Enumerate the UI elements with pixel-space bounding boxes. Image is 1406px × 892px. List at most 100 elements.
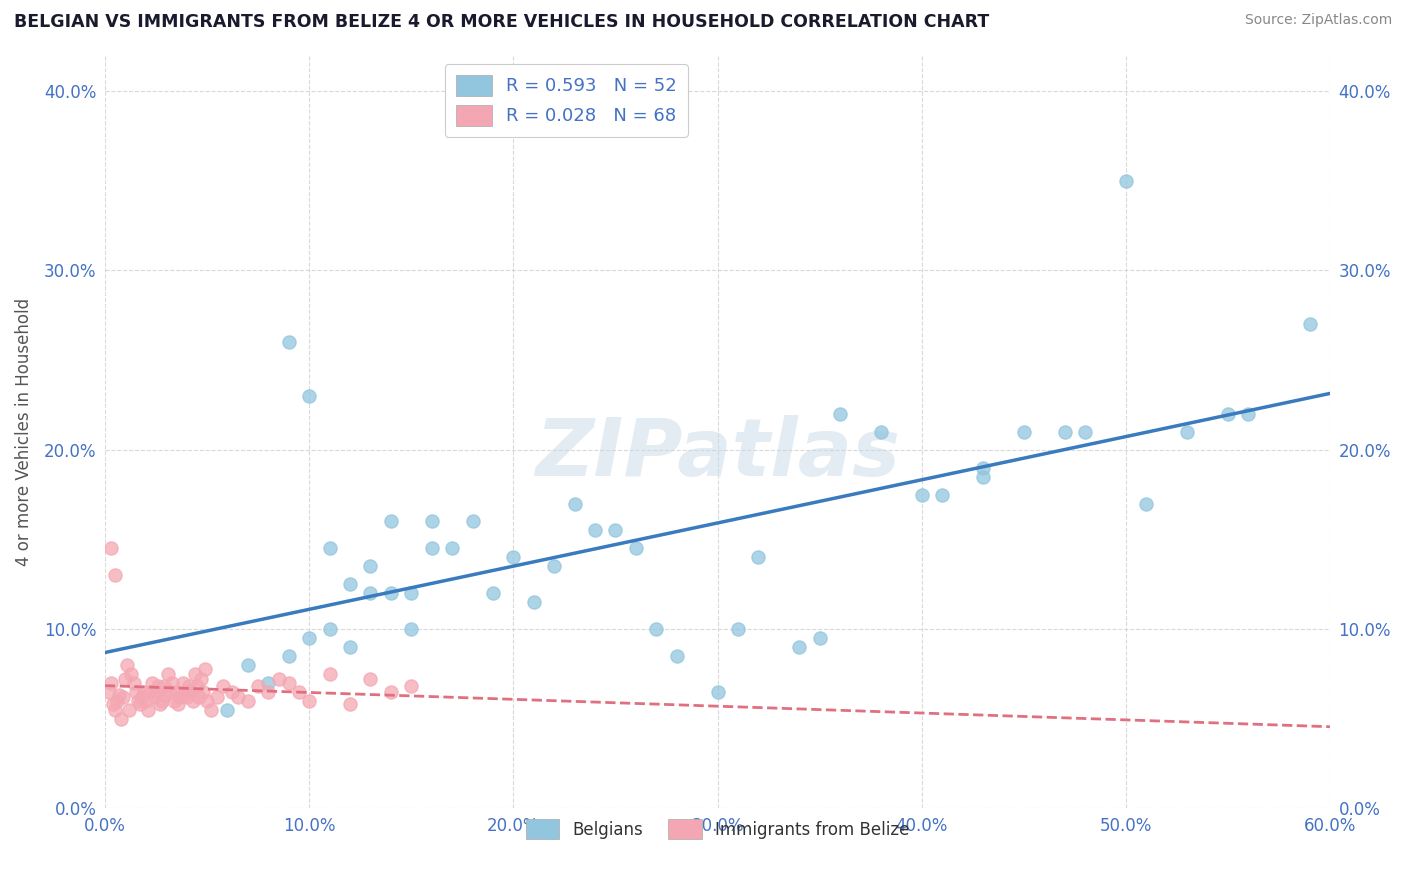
Point [124, 685, 146, 699]
Point [298, 631, 321, 645]
Point [191, 685, 214, 699]
Point [153, 680, 176, 694]
Point [194, 661, 217, 675]
Point [108, 689, 131, 703]
Point [131, 690, 153, 705]
Point [121, 667, 143, 681]
Point [972, 469, 994, 483]
Point [1299, 317, 1322, 331]
Point [159, 685, 181, 699]
Point [339, 698, 361, 712]
Point [727, 622, 749, 636]
Point [399, 622, 422, 636]
Point [146, 680, 169, 694]
Point [747, 550, 769, 565]
Point [145, 685, 167, 699]
Point [380, 515, 402, 529]
Point [399, 680, 422, 694]
Point [870, 425, 893, 439]
Point [236, 694, 259, 708]
Point [118, 703, 141, 717]
Point [420, 541, 443, 556]
Point [190, 673, 212, 687]
Point [195, 694, 218, 708]
Point [139, 685, 162, 699]
Point [318, 541, 340, 556]
Point [277, 676, 299, 690]
Point [359, 559, 381, 574]
Point [162, 676, 184, 690]
Point [339, 640, 361, 654]
Point [787, 640, 810, 654]
Point [122, 676, 145, 690]
Point [1175, 425, 1198, 439]
Point [110, 712, 132, 726]
Point [172, 676, 194, 690]
Point [104, 703, 127, 717]
Point [605, 524, 627, 538]
Point [1237, 407, 1260, 421]
Point [112, 690, 135, 705]
Y-axis label: 4 or more Vehicles in Household: 4 or more Vehicles in Household [15, 298, 32, 566]
Point [104, 568, 127, 582]
Point [221, 685, 243, 699]
Point [207, 690, 229, 705]
Point [359, 673, 381, 687]
Point [173, 685, 195, 699]
Point [523, 595, 546, 609]
Point [100, 676, 122, 690]
Point [583, 524, 606, 538]
Point [828, 407, 851, 421]
Point [1216, 407, 1239, 421]
Point [1115, 174, 1137, 188]
Point [931, 487, 953, 501]
Point [186, 680, 208, 694]
Point [132, 685, 155, 699]
Point [141, 676, 163, 690]
Text: BELGIAN VS IMMIGRANTS FROM BELIZE 4 OR MORE VEHICLES IN HOUSEHOLD CORRELATION CH: BELGIAN VS IMMIGRANTS FROM BELIZE 4 OR M… [14, 13, 990, 31]
Point [135, 694, 157, 708]
Point [100, 541, 122, 556]
Point [226, 690, 249, 705]
Point [1012, 425, 1035, 439]
Point [665, 648, 688, 663]
Point [98, 685, 121, 699]
Point [136, 703, 159, 717]
Point [502, 550, 524, 565]
Point [177, 680, 200, 694]
Point [543, 559, 565, 574]
Point [114, 673, 136, 687]
Point [163, 694, 186, 708]
Point [380, 685, 402, 699]
Point [247, 680, 270, 694]
Point [972, 460, 994, 475]
Point [157, 667, 180, 681]
Point [187, 690, 209, 705]
Point [127, 694, 149, 708]
Point [212, 680, 235, 694]
Point [399, 586, 422, 600]
Point [181, 694, 204, 708]
Point [277, 335, 299, 350]
Point [461, 515, 484, 529]
Point [339, 577, 361, 591]
Point [318, 667, 340, 681]
Point [257, 676, 280, 690]
Point [101, 698, 124, 712]
Point [236, 657, 259, 672]
Point [142, 690, 165, 705]
Point [176, 690, 198, 705]
Point [167, 698, 190, 712]
Point [257, 685, 280, 699]
Point [1074, 425, 1097, 439]
Point [911, 487, 934, 501]
Point [267, 673, 290, 687]
Point [441, 541, 464, 556]
Point [624, 541, 647, 556]
Point [165, 685, 187, 699]
Point [564, 497, 586, 511]
Point [298, 389, 321, 403]
Point [288, 685, 311, 699]
Point [298, 694, 321, 708]
Point [128, 698, 150, 712]
